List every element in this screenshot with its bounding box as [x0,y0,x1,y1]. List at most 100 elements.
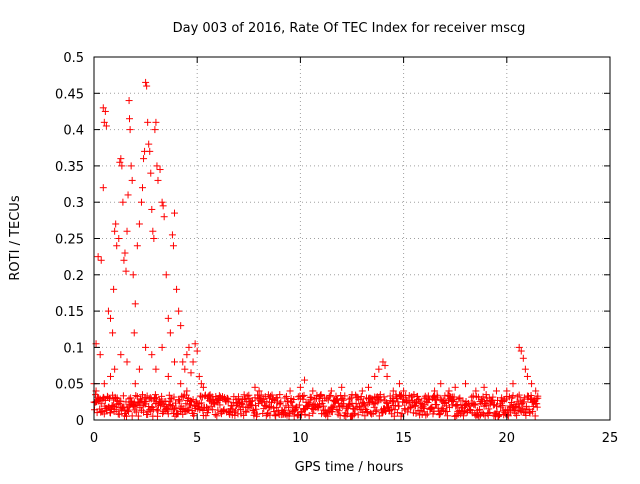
data-point [163,404,171,412]
data-point [382,407,390,415]
data-point [107,314,115,322]
data-point [220,407,228,415]
data-point [112,406,120,414]
data-point [132,392,140,400]
data-point [214,396,222,404]
data-point [411,402,419,410]
data-point [175,396,183,404]
data-point [261,402,269,410]
data-point [326,391,334,399]
data-point [179,358,187,366]
data-point [170,393,178,401]
data-point [183,387,191,395]
plot-frame [93,56,611,421]
data-point [427,404,435,412]
data-point [160,213,168,221]
data-point [517,347,525,355]
data-point [170,358,178,366]
data-point [94,253,102,261]
data-point [142,78,150,86]
data-point [509,380,517,388]
data-point [372,408,380,416]
data-point [433,401,441,409]
data-point [133,242,141,250]
y-tick-label: 0.05 [55,378,84,393]
data-point [339,396,347,404]
data-point [282,392,290,400]
data-point [146,394,154,402]
data-point [143,82,151,90]
data-point [139,184,147,192]
data-point [482,391,490,399]
data-point [156,166,164,174]
data-point [332,392,340,400]
data-point [190,410,198,418]
data-point [389,387,397,395]
data-point [280,406,288,414]
data-point [514,393,522,401]
data-point [150,235,158,242]
data-point [173,410,181,418]
data-point [410,391,418,399]
y-tick-label: 0.3 [63,196,84,211]
data-point [485,405,493,413]
data-point [186,401,194,409]
data-point [165,391,173,399]
data-point [263,398,271,406]
data-point [126,126,134,134]
data-point [153,406,161,414]
data-point [525,405,533,413]
data-point [151,126,159,134]
data-point [379,358,387,366]
data-point [183,351,191,359]
data-point [126,115,134,123]
data-point [290,396,298,404]
x-tick-label: 15 [395,431,412,446]
data-point [102,122,110,130]
data-point [431,387,439,395]
data-point [378,409,386,417]
data-point [492,402,500,410]
x-axis-label: GPS time / hours [295,460,404,475]
data-point [459,397,467,405]
data-point [329,404,337,412]
data-point [441,392,449,400]
data-point [455,395,463,403]
y-axis-label: ROTI / TECUs [8,195,23,280]
data-point [255,400,263,408]
data-point [520,398,528,406]
data-point [390,412,398,420]
data-point [380,393,388,401]
data-point [404,408,412,416]
data-point [162,271,170,279]
data-point [449,397,457,405]
data-point [149,227,157,235]
data-point [468,393,476,401]
data-point [189,358,197,366]
chart-title: Day 003 of 2016, Rate Of TEC Index for r… [173,21,526,36]
data-point [400,387,408,395]
data-point [113,242,121,250]
data-point [471,401,479,409]
data-point [123,227,131,235]
data-point [151,391,159,399]
data-point [101,107,109,115]
data-point [451,383,459,391]
x-tick-label: 25 [602,431,619,446]
data-point [482,401,490,409]
data-point [520,394,528,402]
data-point [251,383,259,391]
data-point [159,202,167,210]
data-point [146,147,154,155]
data-point [436,411,444,419]
data-point [309,409,317,417]
data-point [124,191,132,199]
data-point [165,401,173,409]
data-point [197,399,205,407]
data-point [134,399,142,407]
data-point [97,400,105,408]
data-point [107,409,115,417]
data-point [176,397,184,405]
data-point [276,391,284,399]
data-point [370,400,378,408]
